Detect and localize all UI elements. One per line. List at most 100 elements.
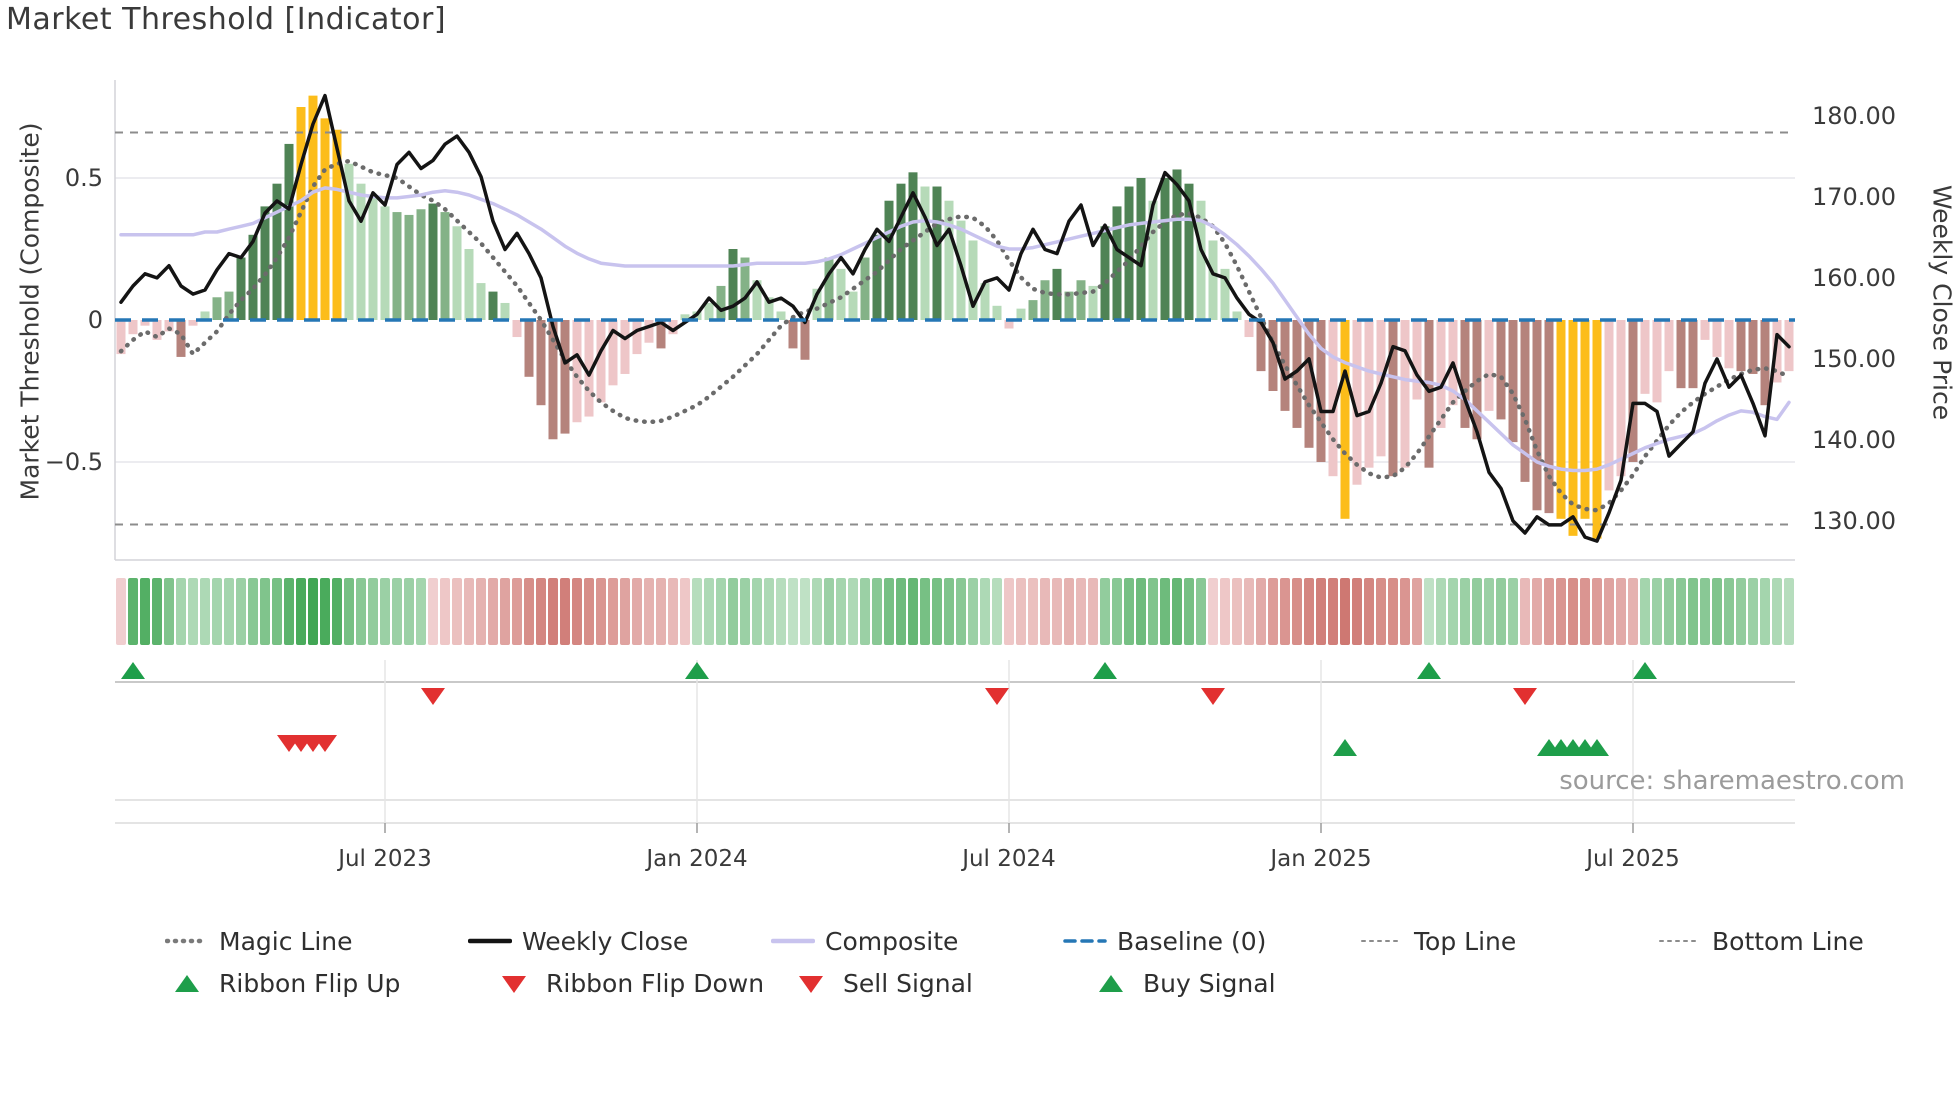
ribbon-cell: [164, 578, 174, 645]
ribbon-cell: [1040, 578, 1050, 645]
ribbon-cell: [608, 578, 618, 645]
threshold-bar: [872, 234, 882, 320]
threshold-bar: [812, 288, 822, 320]
ribbon-cell: [1772, 578, 1782, 645]
ribbon-cell: [1760, 578, 1770, 645]
threshold-bar: [1496, 320, 1506, 420]
threshold-bar: [836, 268, 846, 320]
threshold-bar: [200, 311, 210, 320]
y-tick-label-right: 150.00: [1812, 345, 1896, 373]
ribbon-cell: [1616, 578, 1626, 645]
ribbon-cell: [284, 578, 294, 645]
ribbon-cell: [896, 578, 906, 645]
ribbon-cell: [1448, 578, 1458, 645]
legend-label: Baseline (0): [1117, 926, 1267, 956]
ribbon-cell: [1652, 578, 1662, 645]
threshold-bar: [992, 305, 1002, 320]
ribbon-cell: [872, 578, 882, 645]
threshold-bar: [1616, 320, 1626, 477]
legend-item-bottom-line: Bottom Line: [1658, 926, 1864, 956]
threshold-bar: [188, 320, 198, 326]
ribbon-cell: [1736, 578, 1746, 645]
ribbon-cell: [1700, 578, 1710, 645]
tri-down-red-icon: [502, 976, 526, 993]
buy-signal-icon: [1585, 739, 1609, 756]
ribbon-cell: [188, 578, 198, 645]
ribbon-cell: [764, 578, 774, 645]
threshold-bar: [1568, 320, 1578, 536]
threshold-bar: [656, 320, 666, 349]
legend-item-buy-signal: Buy Signal: [1089, 968, 1276, 998]
threshold-bar: [1400, 320, 1410, 468]
ribbon-cell: [1640, 578, 1650, 645]
solid-purple-icon: [771, 938, 815, 944]
ribbon-cell: [1316, 578, 1326, 645]
ribbon-flip-up-icon: [1633, 662, 1657, 679]
legend-item-composite: Composite: [771, 926, 958, 956]
ribbon-cell: [668, 578, 678, 645]
threshold-bar: [308, 95, 318, 320]
threshold-bar: [980, 283, 990, 320]
ribbon-cell: [440, 578, 450, 645]
ribbon-flip-down-icon: [1201, 688, 1225, 705]
ribbon-cell: [1568, 578, 1578, 645]
tri-down-red-icon: [799, 976, 823, 993]
ribbon-cell: [596, 578, 606, 645]
threshold-bar: [260, 206, 270, 320]
ribbon-cell: [404, 578, 414, 645]
ribbon-cell: [1220, 578, 1230, 645]
threshold-bar: [824, 257, 834, 320]
ribbon-cell: [356, 578, 366, 645]
x-tick-label: Jan 2024: [644, 846, 747, 872]
legend-label: Weekly Close: [522, 926, 689, 956]
ribbon-cell: [428, 578, 438, 645]
legend-label: Top Line: [1414, 926, 1517, 956]
ribbon-cell: [1100, 578, 1110, 645]
ribbon-cell: [968, 578, 978, 645]
threshold-bar: [476, 283, 486, 320]
ribbon-cell: [1460, 578, 1470, 645]
ribbon-cell: [1304, 578, 1314, 645]
x-tick-label: Jan 2025: [1268, 846, 1371, 872]
threshold-bar: [1004, 320, 1014, 329]
threshold-bar: [164, 320, 174, 332]
threshold-bar: [1220, 268, 1230, 320]
legend-item-baseline-0-: Baseline (0): [1063, 926, 1266, 956]
threshold-bar: [1196, 200, 1206, 320]
dotted-thick-gray-icon: [165, 938, 209, 944]
ribbon-cell: [1472, 578, 1482, 645]
composite-line: [119, 186, 1791, 473]
ribbon-cell: [1340, 578, 1350, 645]
legend-item-top-line: Top Line: [1360, 926, 1516, 956]
ribbon-cell: [1376, 578, 1386, 645]
threshold-bar: [752, 280, 762, 320]
ribbon-cell: [920, 578, 930, 645]
threshold-bar: [1016, 308, 1026, 320]
x-tick-label: Jul 2024: [960, 846, 1056, 872]
ribbon-cell: [572, 578, 582, 645]
ribbon-cell: [1088, 578, 1098, 645]
ribbon-cell: [1172, 578, 1182, 645]
threshold-bar: [548, 320, 558, 440]
ribbon-cell: [236, 578, 246, 645]
legend-label: Magic Line: [219, 926, 353, 956]
threshold-bar: [1136, 178, 1146, 320]
threshold-bar: [1412, 320, 1422, 400]
left-axis-title: Market Threshold (Composite): [15, 122, 45, 501]
ribbon-cell: [1268, 578, 1278, 645]
threshold-bar: [1760, 320, 1770, 406]
threshold-bar: [788, 320, 798, 349]
threshold-bar: [416, 209, 426, 320]
threshold-bar: [464, 249, 474, 320]
ribbon-cell: [1424, 578, 1434, 645]
ribbon-cell: [800, 578, 810, 645]
threshold-bar: [536, 320, 546, 406]
ribbon-flip-down-icon: [985, 688, 1009, 705]
ribbon-cell: [368, 578, 378, 645]
threshold-bar: [332, 129, 342, 320]
ribbon-cell: [1724, 578, 1734, 645]
threshold-bar: [1712, 320, 1722, 357]
ribbon-cell: [176, 578, 186, 645]
solid-black-icon: [468, 938, 512, 944]
